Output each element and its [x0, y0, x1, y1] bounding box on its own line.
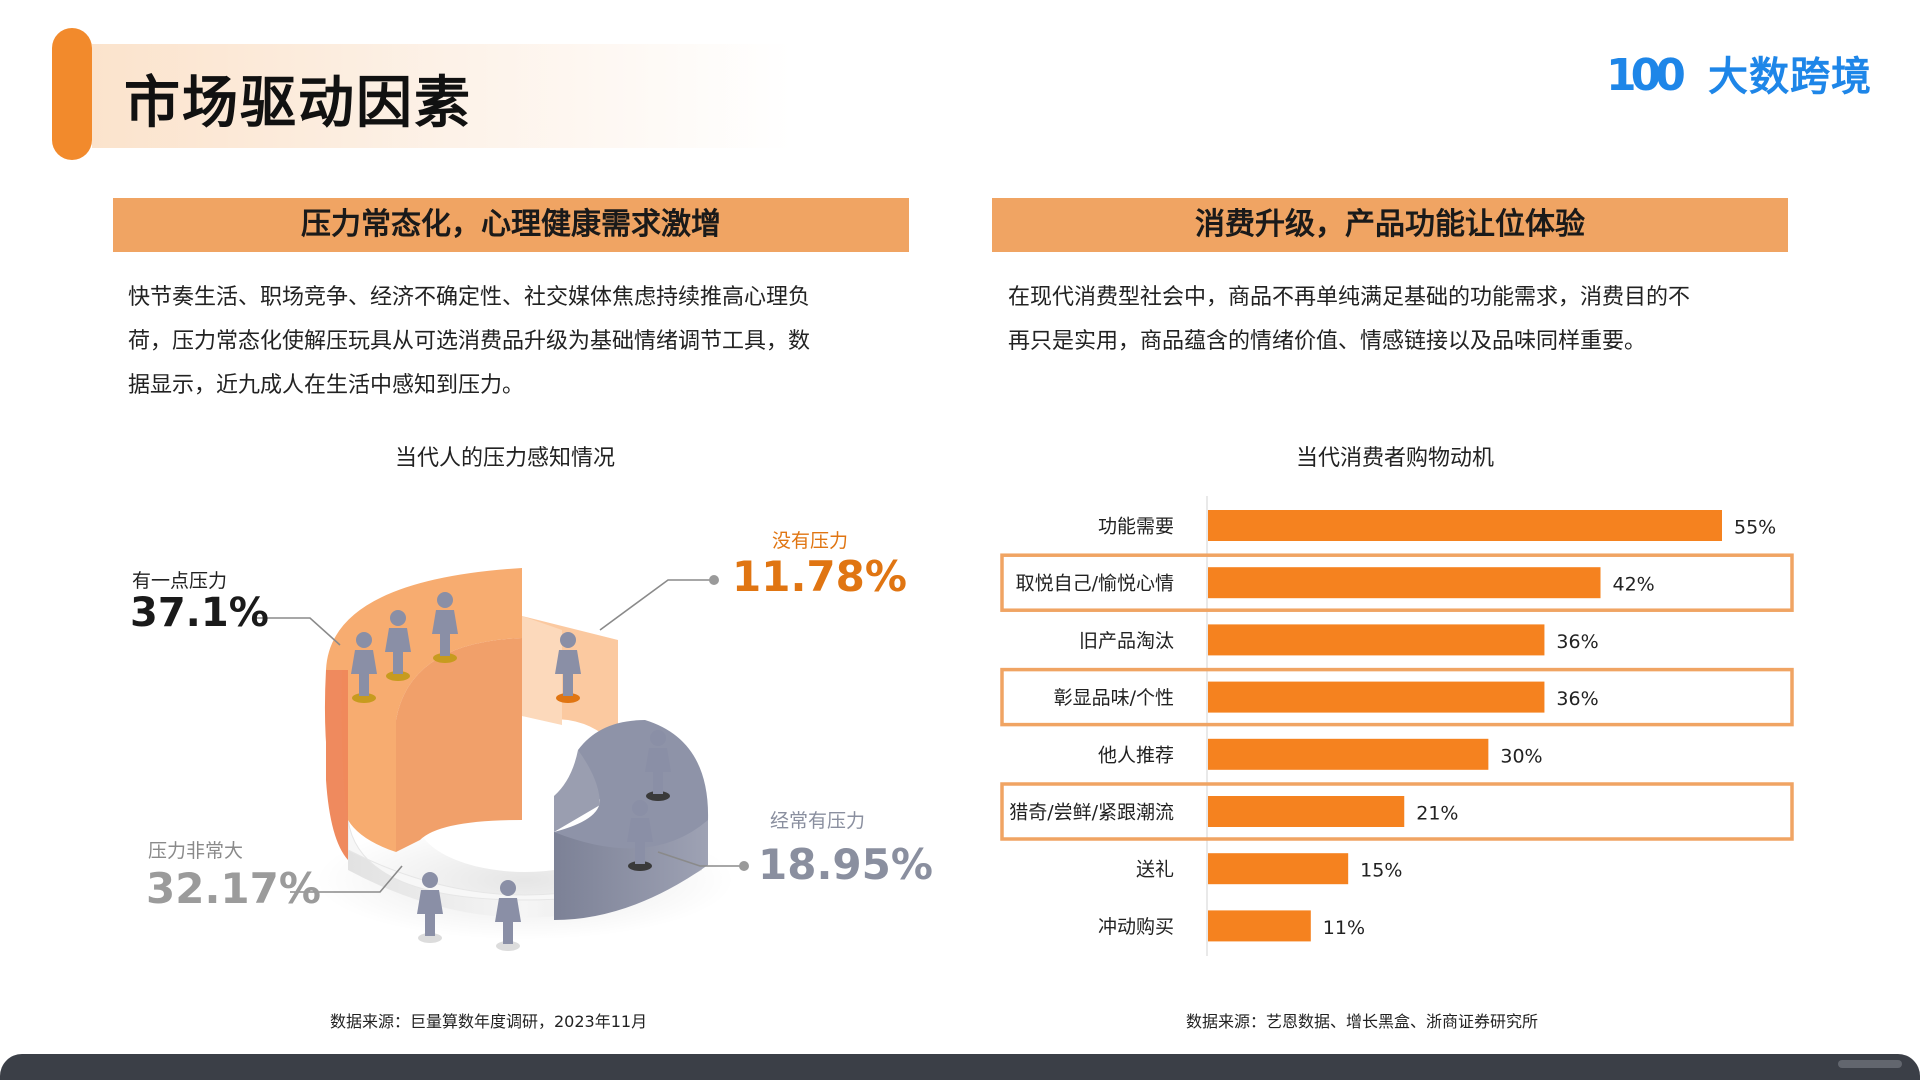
leader-line-frequent: [657, 851, 744, 867]
right-source-note: 数据来源：艺恩数据、增长黑盒、浙商证券研究所: [1186, 1012, 1539, 1031]
right-paragraph: 在现代消费型社会中，商品不再单纯满足基础的功能需求，消费目的不 再只是实用，商品…: [1008, 276, 1828, 364]
bar-category-label: 猎奇/尝鲜/紧跟潮流: [1009, 802, 1174, 824]
pie-slice-some: [326, 568, 522, 852]
brand-logo: 100 大数跨境: [1604, 38, 1884, 108]
bar-category-label: 他人推荐: [1098, 744, 1174, 766]
people-figures: [351, 592, 671, 951]
person-figure-icon: [627, 800, 653, 871]
left-paragraph-line: 荷，压力常态化使解压玩具从可选消费品升级为基础情绪调节工具，数: [128, 329, 811, 354]
bar: [1208, 510, 1722, 541]
bar-category-label: 功能需要: [1098, 516, 1174, 538]
pie-value-none: 11.78%: [732, 552, 907, 601]
person-figure-icon: [432, 592, 458, 663]
bar-category-label: 取悦自己/愉悦心情: [1016, 573, 1174, 595]
person-figure-icon: [555, 632, 581, 703]
left-paragraph-line: 快节奏生活、职场竞争、经济不确定性、社交媒体焦虑持续推高心理负: [128, 285, 811, 310]
bar-value-label: 15%: [1360, 860, 1402, 882]
pie-value-some: 37.1%: [130, 590, 269, 636]
title-band: [92, 44, 792, 148]
bar-value-label: 30%: [1500, 745, 1542, 767]
footer-handle: [1838, 1060, 1902, 1068]
bar: [1208, 681, 1545, 713]
pie-label-none: 没有压力: [772, 530, 849, 552]
bar: [1208, 567, 1601, 599]
left-section-header: 压力常态化，心理健康需求激增: [113, 198, 909, 252]
bar: [1208, 624, 1545, 656]
bar-value-label: 36%: [1556, 631, 1598, 653]
right-paragraph-line: 再只是实用，商品蕴含的情绪价值、情感链接以及品味同样重要。: [1008, 329, 1647, 354]
bar: [1208, 910, 1311, 942]
right-section-header: 消费升级，产品功能让位体验: [992, 198, 1788, 252]
pie-slice-frequent-side: [554, 820, 708, 920]
leader-line-none: [599, 579, 714, 631]
bar-chart-title: 当代消费者购物动机: [1295, 446, 1494, 471]
bar: [1208, 853, 1349, 885]
bar-highlight-box: [1000, 782, 1794, 841]
title-accent-bar: [52, 28, 92, 160]
pie-chart: [315, 568, 735, 951]
bar: [1208, 738, 1489, 770]
bar-category-label: 旧产品淘汰: [1079, 630, 1174, 652]
bar-highlight-box: [1000, 667, 1794, 727]
pie-slice-some-wall: [326, 670, 348, 860]
pie-slice-some-inner-wall: [396, 638, 522, 852]
pie-label-extreme: 压力非常大: [148, 840, 244, 862]
leader-line-extreme: [290, 865, 403, 893]
pie-slice-none-front: [522, 616, 562, 725]
page-title-block: 市场驱动因素: [52, 28, 792, 160]
bar-category-label: 冲动购买: [1098, 916, 1174, 938]
pie-slice-frequent-inner: [554, 750, 600, 832]
left-paragraph-line: 据显示，近九成人在生活中感知到压力。: [128, 373, 525, 398]
logo-mark-text: 100: [1606, 50, 1684, 101]
left-source-note: 数据来源：巨量算数年度调研，2023年11月: [330, 1012, 648, 1031]
bar-value-label: 21%: [1416, 803, 1458, 825]
bar-value-label: 11%: [1323, 917, 1365, 939]
bar-category-label: 彰显品味/个性: [1054, 687, 1174, 709]
bar-value-label: 42%: [1613, 574, 1655, 596]
bar-category-label: 送礼: [1136, 859, 1174, 881]
pie-label-some: 有一点压力: [132, 570, 228, 592]
logo-text: 大数跨境: [1708, 54, 1872, 100]
person-figure-icon: [351, 632, 377, 703]
person-figure-icon: [417, 872, 443, 943]
pie-value-extreme: 32.17%: [146, 864, 321, 913]
pie-chart-title: 当代人的压力感知情况: [394, 446, 615, 471]
pie-label-frequent: 经常有压力: [770, 810, 866, 832]
logo-mark-icon: 100: [1606, 50, 1690, 101]
leader-dot-none: [709, 575, 719, 585]
leader-line-some: [254, 617, 341, 646]
person-figure-icon: [495, 880, 521, 951]
page-title: 市场驱动因素: [124, 71, 472, 136]
person-figure-icon: [645, 730, 671, 801]
pie-value-frequent: 18.95%: [758, 840, 933, 889]
footer-bar: [0, 1054, 1920, 1080]
bar-highlight-box: [1000, 553, 1794, 612]
bar-chart: 功能需要 55% 取悦自己/愉悦心情 42% 旧产品淘汰 36% 彰显品味/个性 36% 他人推…: [1000, 496, 1794, 956]
left-paragraph: 快节奏生活、职场竞争、经济不确定性、社交媒体焦虑持续推高心理负 荷，压力常态化使…: [128, 276, 908, 408]
bar-value-label: 36%: [1556, 688, 1598, 710]
bar-value-label: 55%: [1734, 517, 1776, 539]
bar: [1208, 796, 1405, 827]
right-paragraph-line: 在现代消费型社会中，商品不再单纯满足基础的功能需求，消费目的不: [1008, 285, 1691, 310]
leader-dot-frequent: [739, 861, 749, 871]
person-figure-icon: [385, 610, 411, 681]
